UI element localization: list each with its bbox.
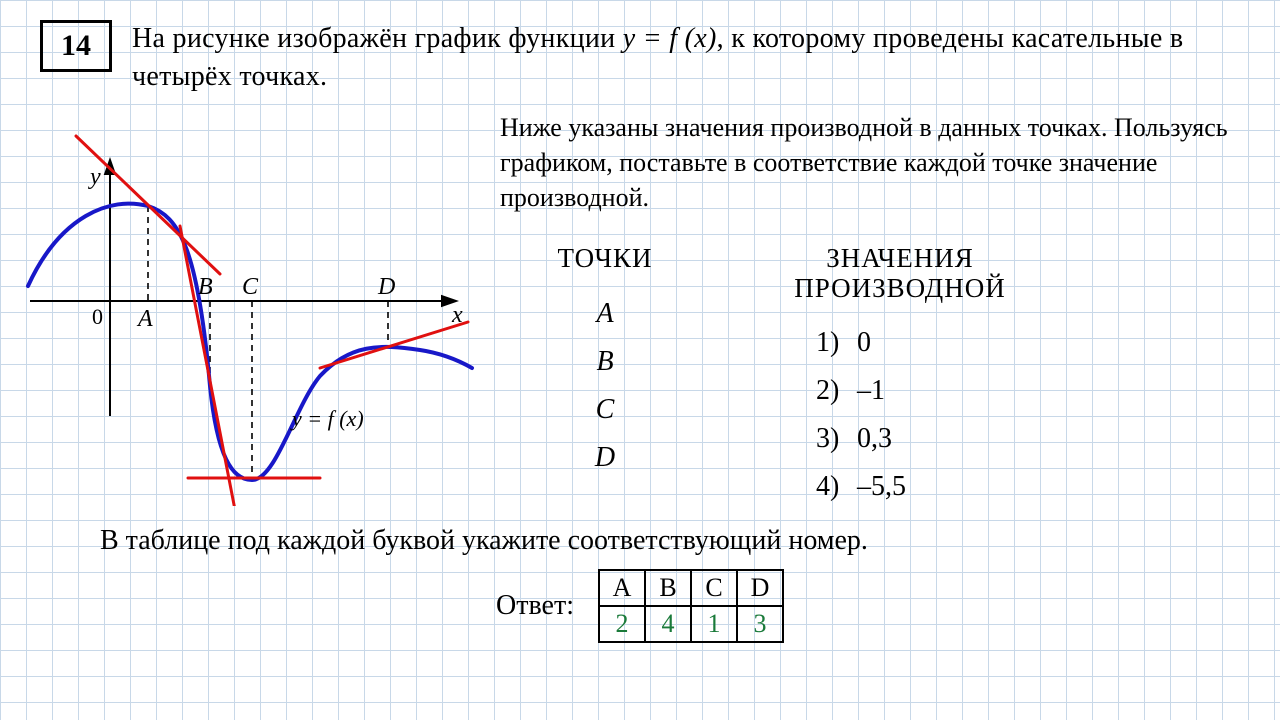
problem-main-text: На рисунке изображён график функции y = … — [132, 20, 1240, 96]
point-d: D — [530, 442, 680, 474]
problem-sub-text: Ниже указаны значения производной в данн… — [500, 110, 1240, 215]
points-header: ТОЧКИ — [530, 243, 680, 274]
point-c: C — [530, 394, 680, 426]
bottom-instruction: В таблице под каждой буквой укажите соот… — [0, 519, 1280, 557]
value-4-n: 4) — [816, 471, 850, 503]
ans-c: 1 — [691, 606, 737, 642]
value-1: 1) 0 — [760, 327, 1040, 359]
svg-text:0: 0 — [92, 304, 103, 329]
formula: y = f (x) — [623, 23, 717, 54]
svg-text:B: B — [198, 274, 213, 300]
ans-a: 2 — [599, 606, 645, 642]
answer-label: Ответ: — [496, 590, 574, 622]
ans-head-a: А — [599, 570, 645, 606]
ans-head-c: С — [691, 570, 737, 606]
value-2-v: –1 — [857, 375, 885, 406]
text-prefix: На рисунке изображён график функции — [132, 23, 623, 54]
values-column: ЗНАЧЕНИЯ ПРОИЗВОДНОЙ 1) 0 2) –1 3) 0,3 4… — [760, 243, 1040, 519]
value-2: 2) –1 — [760, 375, 1040, 407]
values-header-l1: ЗНАЧЕНИЯ — [826, 243, 973, 273]
value-3-n: 3) — [816, 423, 850, 455]
value-4: 4) –5,5 — [760, 471, 1040, 503]
svg-text:D: D — [377, 274, 395, 300]
svg-text:y = f (x): y = f (x) — [290, 406, 364, 431]
value-3-v: 0,3 — [857, 423, 892, 454]
answer-table: А В С D 2 4 1 3 — [598, 569, 784, 643]
ans-b: 4 — [645, 606, 691, 642]
svg-text:x: x — [451, 302, 463, 328]
point-a: A — [530, 298, 680, 330]
svg-text:A: A — [136, 306, 153, 332]
value-4-v: –5,5 — [857, 471, 906, 502]
value-1-v: 0 — [857, 327, 871, 358]
ans-head-d: D — [737, 570, 783, 606]
points-column: ТОЧКИ A B C D — [500, 243, 680, 519]
point-b: B — [530, 346, 680, 378]
problem-number: 14 — [40, 20, 112, 72]
ans-head-b: В — [645, 570, 691, 606]
values-header-l2: ПРОИЗВОДНОЙ — [794, 273, 1005, 303]
svg-text:C: C — [242, 274, 259, 300]
svg-text:y: y — [88, 164, 101, 190]
value-1-n: 1) — [816, 327, 850, 359]
ans-d: 3 — [737, 606, 783, 642]
function-graph: y x 0 A B C Dy = f (x) — [20, 106, 480, 506]
value-3: 3) 0,3 — [760, 423, 1040, 455]
values-header: ЗНАЧЕНИЯ ПРОИЗВОДНОЙ — [760, 243, 1040, 303]
value-2-n: 2) — [816, 375, 850, 407]
